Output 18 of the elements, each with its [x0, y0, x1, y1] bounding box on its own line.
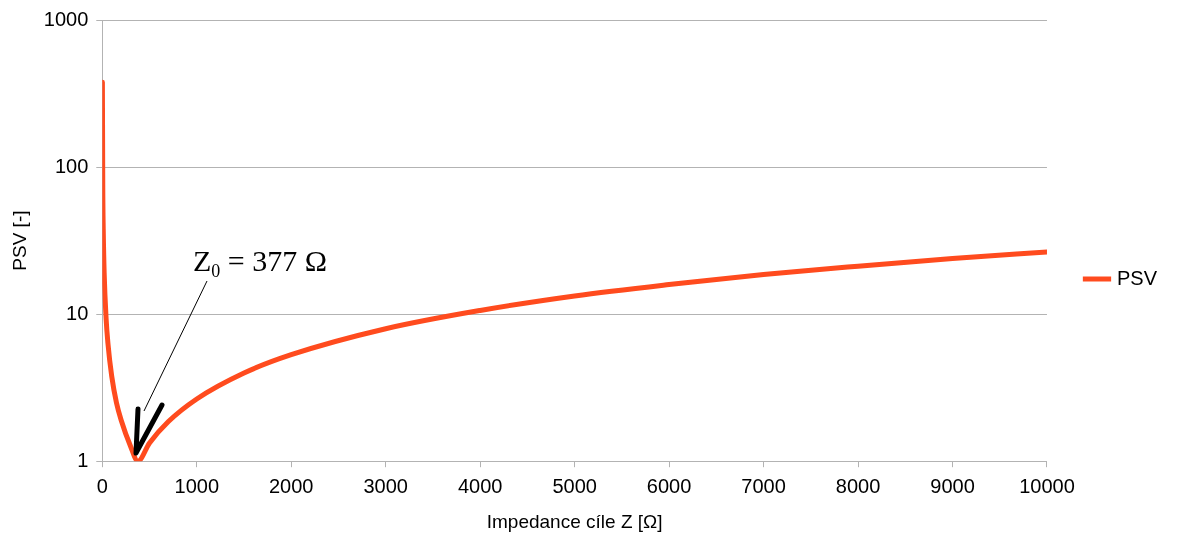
x-tick-label: 8000 [835, 474, 881, 497]
y-axis-title: PSV [-] [8, 210, 30, 271]
legend-label: PSV [1116, 266, 1158, 289]
x-tick-label: 10000 [1019, 474, 1075, 497]
y-tick-label: 1000 [43, 7, 89, 30]
y-tick-label: 1 [77, 448, 89, 471]
x-tick-label: 6000 [646, 474, 692, 497]
x-tick-label: 3000 [363, 474, 408, 497]
x-tick-label: 1000 [174, 474, 220, 497]
x-tick-label: 7000 [741, 474, 786, 497]
x-tick-label: 4000 [457, 474, 503, 497]
x-tick-label: 0 [96, 474, 108, 497]
y-tick-label: 100 [54, 154, 89, 177]
x-tick-label: 2000 [268, 474, 314, 497]
x-axis-title: Impedance cíle Z [Ω] [486, 510, 663, 532]
x-tick-label: 5000 [552, 474, 597, 497]
y-tick-label: 10 [66, 301, 89, 324]
x-tick-label: 9000 [930, 474, 975, 497]
